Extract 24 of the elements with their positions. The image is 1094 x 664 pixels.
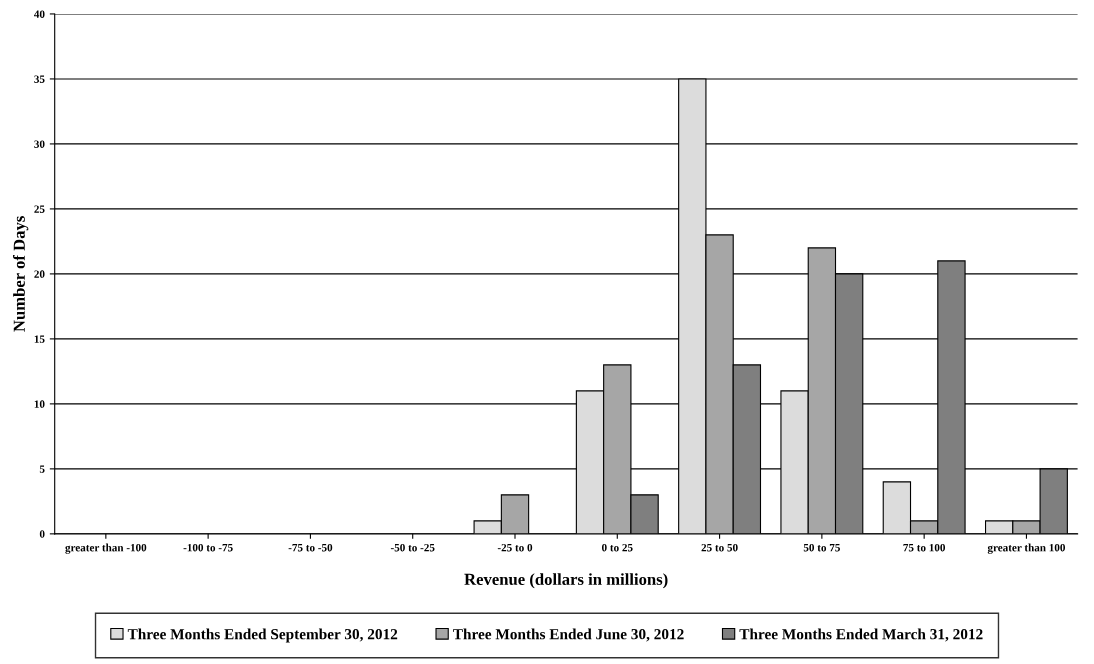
y-tick-label: 0 xyxy=(39,530,45,538)
y-tick-label: 10 xyxy=(34,400,45,408)
x-axis-title: Revenue (dollars in millions) xyxy=(464,573,668,589)
x-tick-label: -75 to -50 xyxy=(288,543,333,552)
y-tick-label: 25 xyxy=(34,205,45,213)
x-tick-label: 0 to 25 xyxy=(601,543,633,552)
y-tick-label: 20 xyxy=(34,270,45,278)
y-tick-label: 15 xyxy=(34,335,45,343)
x-tick-label: greater than -100 xyxy=(65,543,147,554)
legend-label: Three Months Ended June 30, 2012 xyxy=(453,628,684,642)
y-tick-label: 30 xyxy=(34,140,45,148)
y-tick-label: 40 xyxy=(34,10,45,18)
legend-label: Three Months Ended September 30, 2012 xyxy=(127,628,398,643)
legend-label: Three Months Ended March 31, 2012 xyxy=(739,628,983,642)
x-tick-label: 75 to 100 xyxy=(903,543,946,552)
y-tick-label: 5 xyxy=(39,465,45,473)
x-tick-label: -100 to -75 xyxy=(183,543,233,552)
x-tick-label: 50 to 75 xyxy=(803,543,840,552)
x-tick-label: greater than 100 xyxy=(987,543,1066,554)
y-axis-title: Number of Days xyxy=(12,216,29,332)
x-tick-label: -25 to 0 xyxy=(497,543,533,552)
x-tick-label: -50 to -25 xyxy=(390,543,435,552)
x-tick-label: 25 to 50 xyxy=(701,543,738,552)
y-tick-label: 35 xyxy=(34,75,45,83)
